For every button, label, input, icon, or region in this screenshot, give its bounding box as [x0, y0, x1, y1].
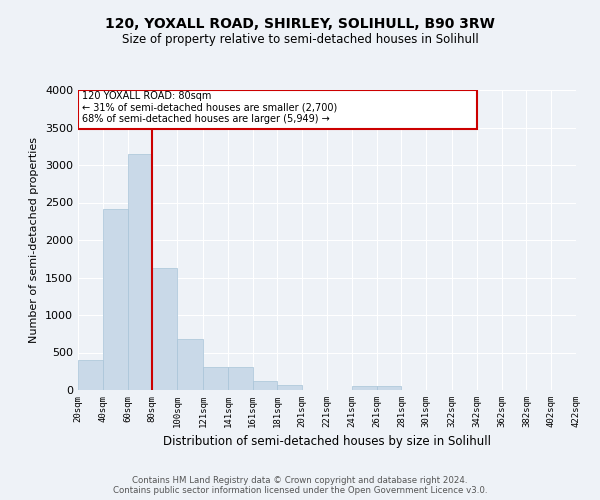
- Text: 120 YOXALL ROAD: 80sqm
← 31% of semi-detached houses are smaller (2,700)
68% of : 120 YOXALL ROAD: 80sqm ← 31% of semi-det…: [82, 91, 337, 124]
- X-axis label: Distribution of semi-detached houses by size in Solihull: Distribution of semi-detached houses by …: [163, 436, 491, 448]
- Bar: [78, 360, 103, 390]
- Text: Size of property relative to semi-detached houses in Solihull: Size of property relative to semi-detach…: [122, 32, 478, 46]
- Bar: [177, 339, 203, 390]
- Y-axis label: Number of semi-detached properties: Number of semi-detached properties: [29, 137, 40, 343]
- Text: Contains HM Land Registry data © Crown copyright and database right 2024.
Contai: Contains HM Land Registry data © Crown c…: [113, 476, 487, 495]
- Bar: [277, 385, 302, 390]
- Bar: [253, 381, 277, 390]
- Bar: [228, 367, 253, 390]
- FancyBboxPatch shape: [78, 90, 477, 129]
- Bar: [352, 386, 377, 390]
- Bar: [128, 154, 152, 390]
- Bar: [377, 386, 401, 390]
- Bar: [103, 208, 128, 390]
- Bar: [203, 367, 228, 390]
- Text: 120, YOXALL ROAD, SHIRLEY, SOLIHULL, B90 3RW: 120, YOXALL ROAD, SHIRLEY, SOLIHULL, B90…: [105, 18, 495, 32]
- Bar: [152, 268, 177, 390]
